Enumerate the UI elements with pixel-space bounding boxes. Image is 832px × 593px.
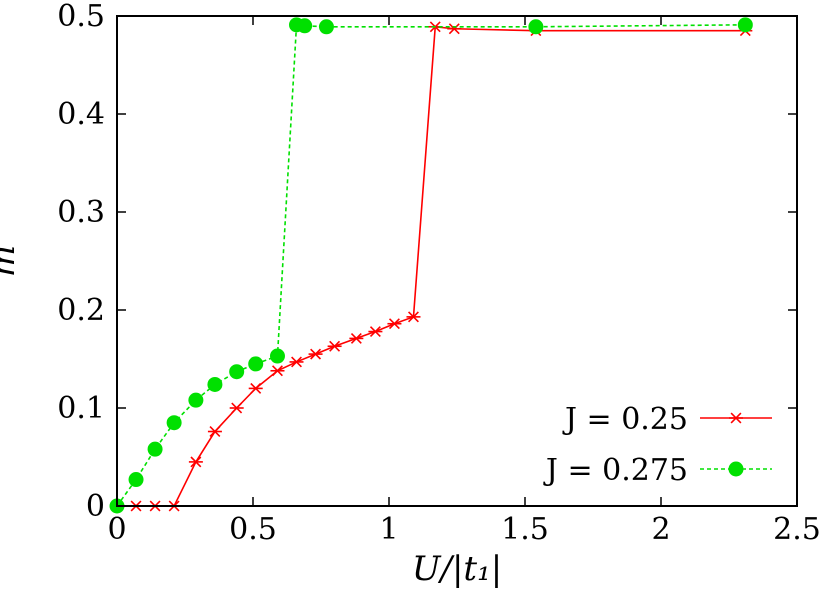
data-point <box>289 356 304 368</box>
data-point <box>270 365 285 377</box>
x-axis-label: U/|t₁| <box>412 549 502 589</box>
data-point <box>269 348 285 364</box>
data-point <box>248 382 263 394</box>
data-point <box>406 311 421 323</box>
x-tick-label: 1 <box>379 512 398 547</box>
legend-sample-j-025 <box>700 412 772 424</box>
y-axis-label: m <box>0 245 23 277</box>
legend-marker <box>728 461 744 477</box>
tick-labels: 0 0.5 1 1.5 2 2.5 0 0.1 0.2 0.3 0.4 0.5 <box>57 0 821 547</box>
data-point <box>188 456 203 468</box>
data-point <box>308 348 323 360</box>
x-tick-label: 1.5 <box>501 512 549 547</box>
series-line <box>117 25 746 507</box>
x-tick-label: 2.5 <box>773 512 821 547</box>
data-point <box>368 326 383 338</box>
data-point <box>737 17 753 33</box>
legend-label-j-0275: J = 0.275 <box>543 453 688 488</box>
data-point <box>318 19 334 35</box>
data-point <box>327 340 342 352</box>
x-tick-label: 2 <box>651 512 670 547</box>
y-tick-label: 0.4 <box>57 97 105 132</box>
y-tick-label: 0.3 <box>57 195 105 230</box>
data-point <box>528 19 544 35</box>
series-1 <box>109 17 753 514</box>
data-point <box>229 364 245 380</box>
data-point <box>188 392 204 408</box>
series-0 <box>110 21 753 512</box>
data-point <box>387 318 402 330</box>
legend-label-j-025: J = 0.25 <box>562 402 688 437</box>
x-tick-label: 0 <box>107 512 126 547</box>
data-point <box>166 415 182 431</box>
y-tick-label: 0.2 <box>57 293 105 328</box>
data-point <box>447 23 462 35</box>
data-point <box>229 402 244 414</box>
data-point <box>147 441 163 457</box>
legend-sample-j-0275 <box>700 461 772 477</box>
y-tick-label: 0.5 <box>57 0 105 34</box>
axis-ticks <box>116 15 798 507</box>
data-point <box>128 472 144 488</box>
data-point <box>207 426 222 437</box>
x-tick-label: 0.5 <box>229 512 277 547</box>
data-point <box>207 376 223 392</box>
plot-frame <box>116 15 798 507</box>
plot-content <box>109 17 753 514</box>
data-point <box>248 356 264 372</box>
y-tick-label: 0.1 <box>57 391 105 426</box>
data-point <box>349 332 364 344</box>
data-point <box>297 18 313 34</box>
legend-marker <box>729 412 743 424</box>
y-tick-label: 0 <box>86 489 105 524</box>
legend: J = 0.25 J = 0.275 <box>543 402 772 488</box>
